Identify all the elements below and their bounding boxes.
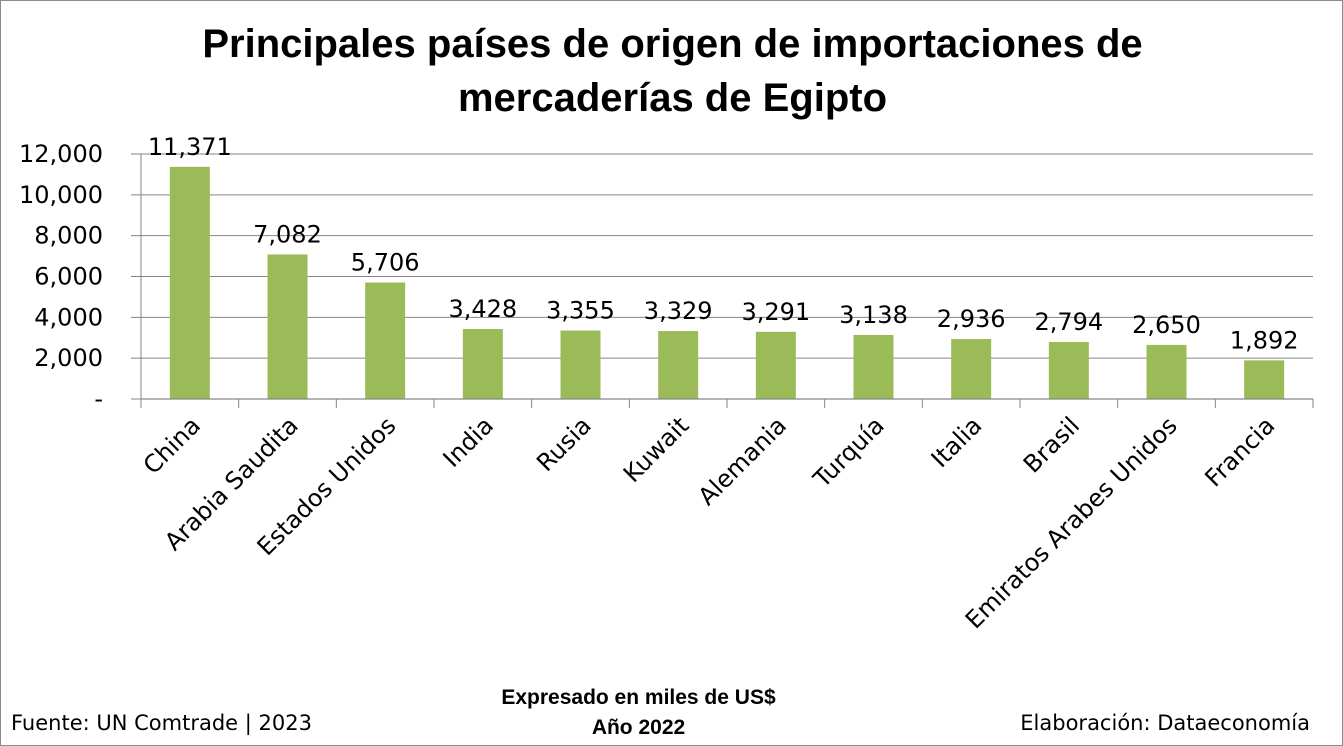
bar bbox=[1244, 360, 1285, 399]
bar bbox=[1048, 341, 1089, 399]
y-tick-label: 2,000 bbox=[34, 344, 103, 372]
data-label: 3,428 bbox=[448, 295, 517, 323]
data-label: 2,650 bbox=[1132, 311, 1201, 339]
credit-note: Elaboración: Dataeconomía bbox=[1020, 711, 1310, 735]
y-tick-label: - bbox=[94, 385, 103, 413]
category-label: India bbox=[438, 411, 499, 472]
bar bbox=[1146, 344, 1187, 399]
bar bbox=[853, 334, 894, 399]
data-label: 1,892 bbox=[1230, 326, 1299, 354]
chart-title: Principales países de origen de importac… bbox=[202, 22, 1143, 120]
category-label: Rusia bbox=[531, 411, 597, 477]
data-label: 2,794 bbox=[1034, 308, 1103, 336]
bar bbox=[365, 282, 406, 399]
category-label: Francia bbox=[1200, 411, 1281, 492]
category-label: China bbox=[138, 411, 206, 479]
bar bbox=[462, 329, 503, 399]
category-label: Alemania bbox=[693, 411, 792, 510]
data-label: 2,936 bbox=[937, 305, 1006, 333]
category-label: Turquía bbox=[807, 411, 889, 493]
bar bbox=[267, 254, 308, 399]
y-tick-label: 10,000 bbox=[19, 181, 103, 209]
bar bbox=[169, 166, 210, 399]
category-label: Kuwait bbox=[618, 411, 694, 487]
y-tick-label: 4,000 bbox=[34, 303, 103, 331]
data-label: 5,706 bbox=[351, 249, 420, 277]
data-label: 11,371 bbox=[148, 133, 232, 161]
y-tick-label: 6,000 bbox=[34, 263, 103, 291]
data-label: 3,138 bbox=[839, 301, 908, 329]
bar bbox=[951, 339, 992, 399]
data-label: 3,291 bbox=[741, 298, 810, 326]
subtitle-year: Año 2022 bbox=[591, 716, 686, 739]
source-note: Fuente: UN Comtrade | 2023 bbox=[11, 711, 312, 735]
y-tick-label: 8,000 bbox=[34, 222, 103, 250]
y-tick-label: 12,000 bbox=[19, 140, 103, 168]
category-label: Brasil bbox=[1018, 411, 1085, 478]
chart-subtitle: Expresado en miles de US$ Año 2022 bbox=[1, 683, 1276, 743]
category-label: Italia bbox=[926, 411, 988, 473]
data-label: 3,329 bbox=[644, 297, 713, 325]
data-label: 3,355 bbox=[546, 297, 615, 325]
bar bbox=[560, 330, 601, 399]
data-label: 7,082 bbox=[253, 220, 322, 248]
bar bbox=[658, 331, 699, 399]
bar bbox=[755, 331, 796, 399]
subtitle-units: Expresado en miles de US$ bbox=[501, 686, 776, 709]
